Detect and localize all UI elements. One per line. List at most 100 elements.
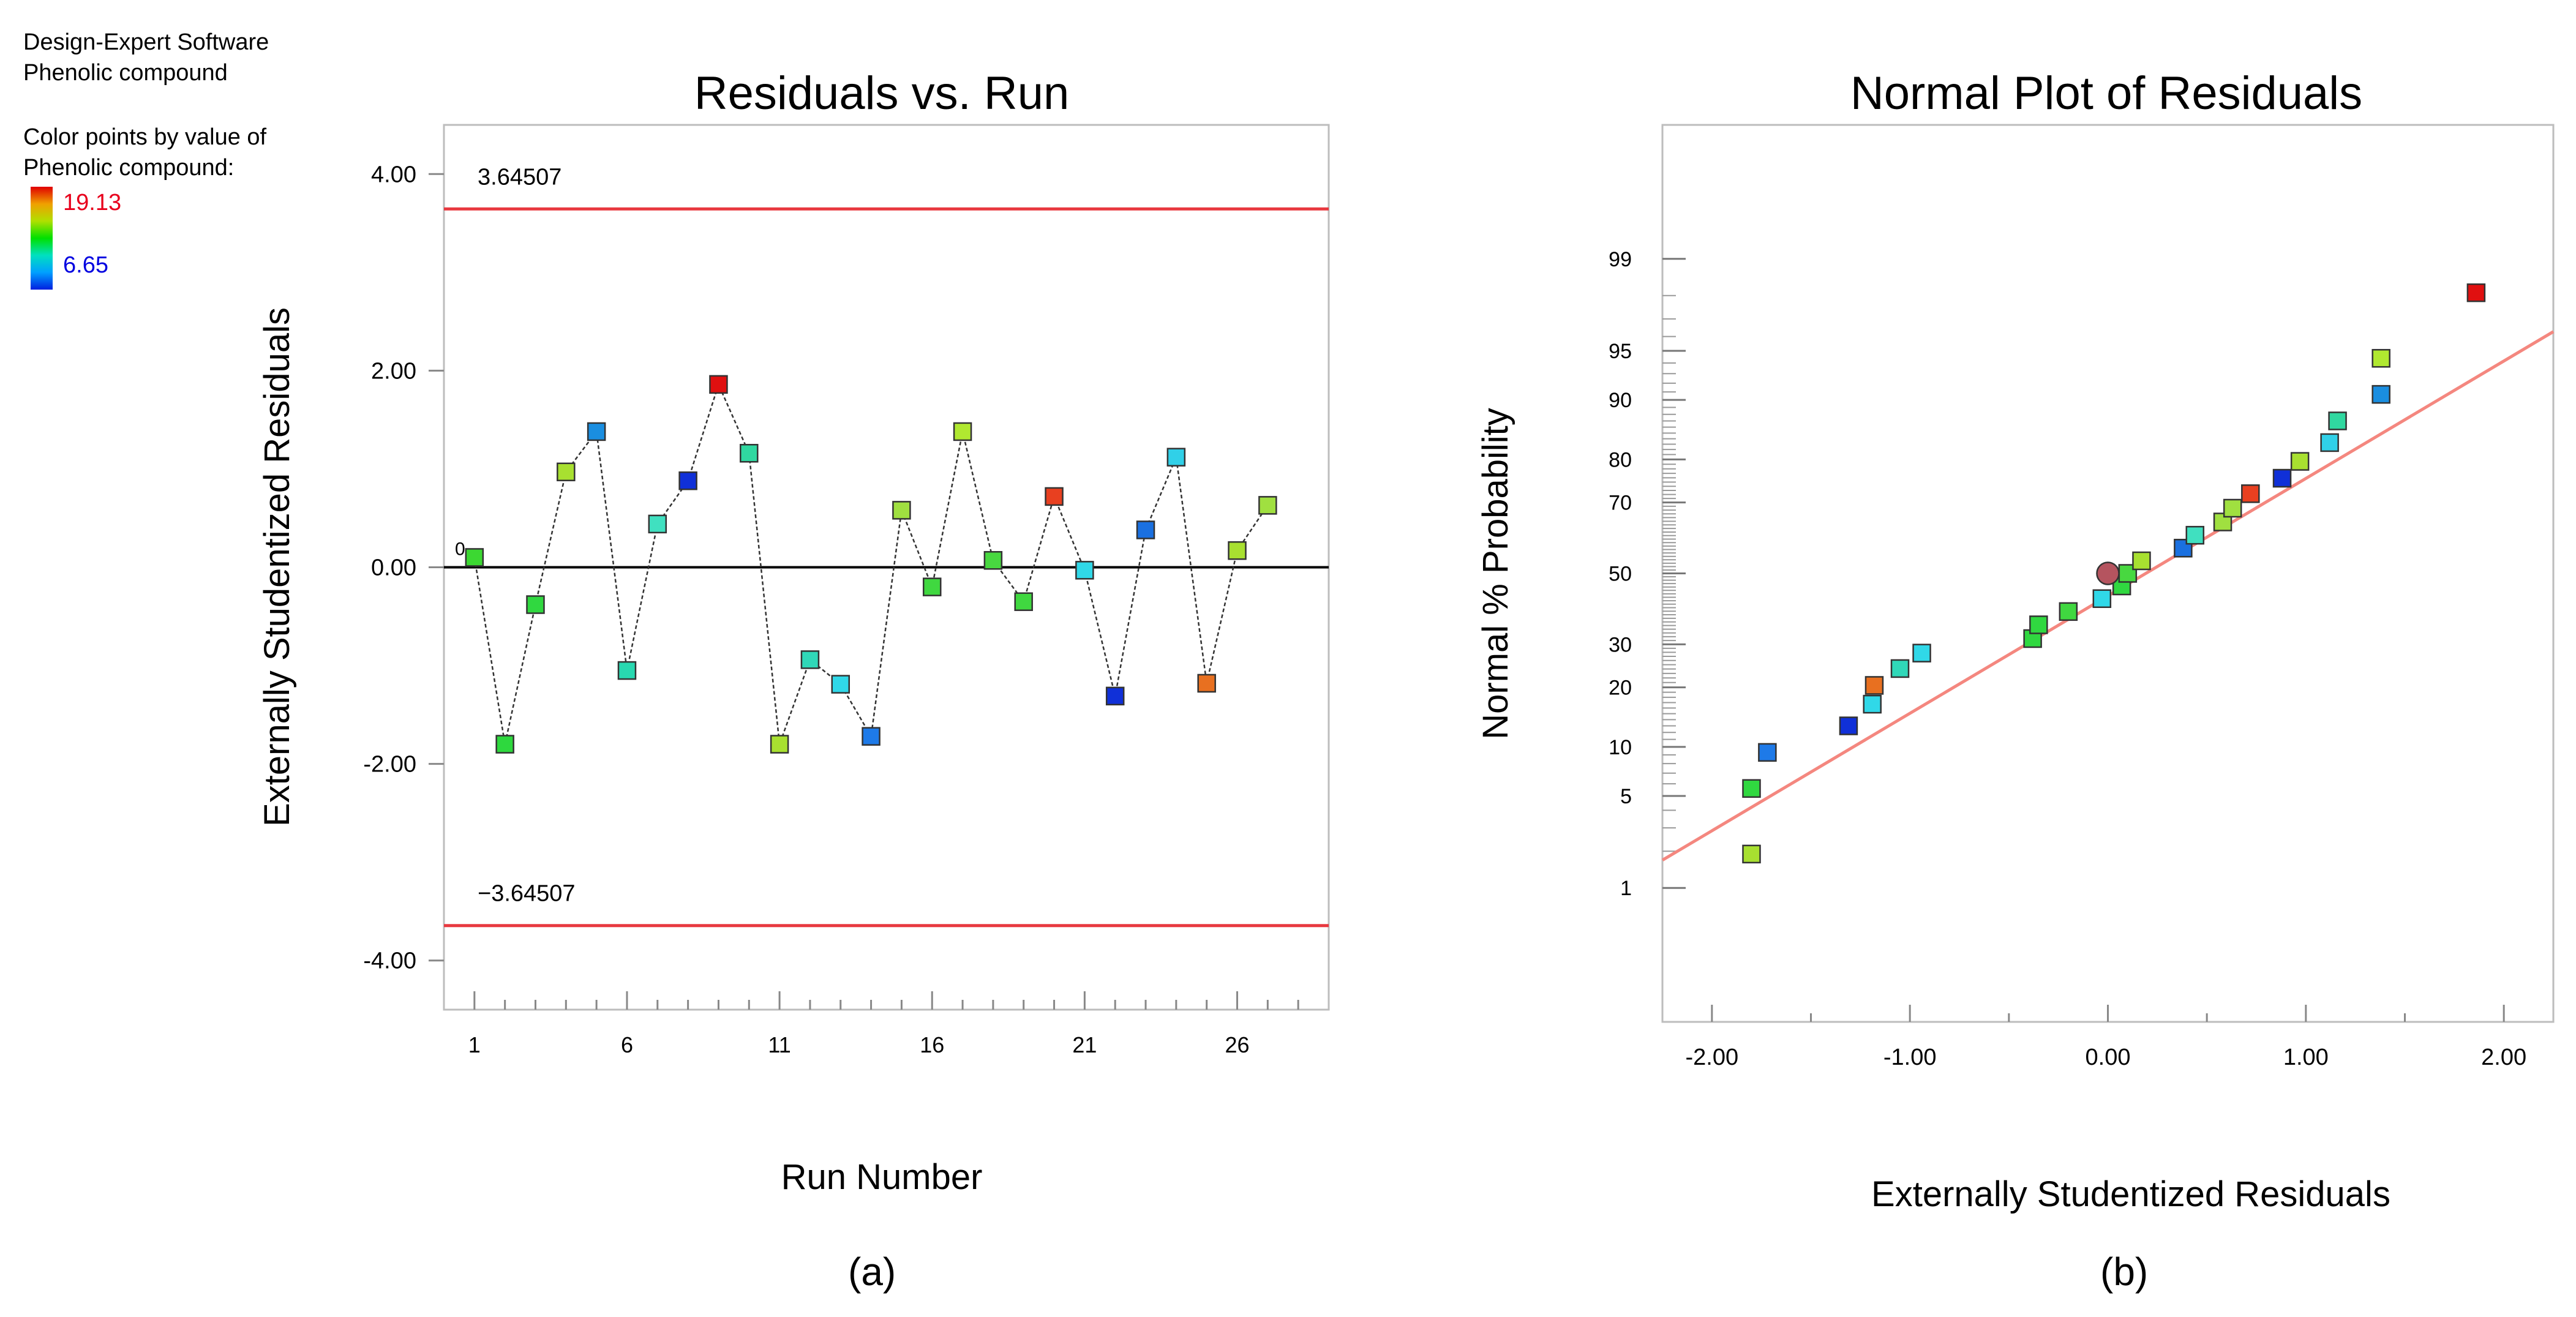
residual-point bbox=[1075, 561, 1094, 580]
normal-plot-point bbox=[2132, 551, 2151, 571]
color-caption-line1: Color points by value of bbox=[23, 124, 267, 150]
residual-point bbox=[892, 501, 911, 520]
y-tick-label: -4.00 bbox=[363, 948, 416, 974]
y-tick-label: 0.00 bbox=[371, 555, 416, 581]
residual-point bbox=[465, 548, 484, 567]
normal-plot-point bbox=[2466, 283, 2486, 302]
residual-point bbox=[709, 375, 728, 394]
normal-plot-point bbox=[2059, 602, 2078, 621]
residual-point bbox=[526, 595, 545, 614]
x-tick-label: -1.00 bbox=[1883, 1045, 1937, 1070]
x-tick-label: 1.00 bbox=[2283, 1045, 2329, 1070]
y-tick-label: 20 bbox=[1609, 677, 1632, 700]
residual-point bbox=[648, 514, 667, 534]
chart-a-reference-lines: 3.64507 −3.64507 0 bbox=[444, 164, 1329, 928]
y-tick-label: 80 bbox=[1609, 448, 1632, 471]
normal-plot-point bbox=[1742, 844, 1761, 864]
residual-point bbox=[770, 735, 789, 754]
color-caption-line2: Phenolic compound: bbox=[23, 155, 235, 181]
chart-b-x-axis-label: Externally Studentized Residuals bbox=[1871, 1174, 2390, 1214]
panel-b-label: (b) bbox=[2100, 1250, 2149, 1294]
normal-plot-point bbox=[1742, 779, 1761, 798]
chart-a-title: Residuals vs. Run bbox=[694, 67, 1070, 119]
y-tick-label: -2.00 bbox=[363, 752, 416, 778]
y-tick-label: 99 bbox=[1609, 248, 1632, 271]
normal-plot-point bbox=[2185, 525, 2205, 545]
legend-min-label: 6.65 bbox=[63, 252, 108, 278]
control-limit-label: 3.64507 bbox=[478, 164, 561, 190]
residual-point bbox=[922, 577, 942, 596]
y-tick-label: 4.00 bbox=[371, 162, 416, 187]
chart-b-axes: -2.00 -1.00 0.00 1.00 2.00 1 5 10 20 30 50 70 80 90 95… bbox=[1609, 248, 2526, 1070]
x-tick-label: 11 bbox=[768, 1032, 790, 1057]
normal-plot-chart: Normal Plot of Residuals -2.00 -1.00 0.00 1… bbox=[1476, 67, 2555, 1214]
normal-plot-point bbox=[1864, 676, 1884, 695]
normal-plot-point bbox=[2241, 484, 2260, 503]
residual-point bbox=[1166, 448, 1186, 467]
chart-a-points bbox=[465, 375, 1277, 754]
normal-plot-point bbox=[2371, 385, 2390, 404]
center-point bbox=[2096, 561, 2120, 585]
normal-plot-point bbox=[2371, 348, 2390, 368]
normal-plot-point bbox=[1863, 694, 1882, 714]
x-tick-label: 2.00 bbox=[2481, 1045, 2526, 1070]
y-tick-label: 10 bbox=[1609, 736, 1632, 759]
color-gradient-bar bbox=[31, 187, 53, 290]
chart-b-title: Normal Plot of Residuals bbox=[1850, 67, 2362, 119]
y-tick-label: 50 bbox=[1609, 563, 1632, 586]
x-tick-label: 26 bbox=[1225, 1032, 1249, 1057]
control-limit-label: −3.64507 bbox=[478, 881, 576, 907]
x-tick-label: 16 bbox=[920, 1032, 944, 1057]
residual-point bbox=[983, 551, 1003, 570]
y-tick-label: 30 bbox=[1609, 633, 1632, 656]
zero-line-label: 0 bbox=[455, 539, 465, 560]
residual-point bbox=[831, 675, 851, 694]
normal-plot-point bbox=[2092, 589, 2112, 608]
response-name: Phenolic compound bbox=[23, 60, 228, 86]
chart-a-axes: 1 6 11 16 21 26-4.00-2.000.002.004.00 bbox=[363, 162, 1299, 1057]
chart-a-x-axis-label: Run Number bbox=[781, 1157, 983, 1197]
residual-point bbox=[1105, 686, 1125, 706]
y-tick-label: 95 bbox=[1609, 340, 1632, 363]
panel-a-label: (a) bbox=[848, 1250, 896, 1294]
software-title: Design-Expert Software bbox=[23, 29, 269, 55]
normal-plot-point bbox=[2029, 615, 2048, 634]
residual-point bbox=[557, 462, 576, 482]
normal-plot-point bbox=[1839, 716, 1858, 735]
x-tick-label: 1 bbox=[468, 1032, 481, 1057]
chart-b-points bbox=[1742, 283, 2486, 864]
normal-plot-point bbox=[2223, 498, 2242, 518]
residual-point bbox=[1228, 541, 1247, 560]
residual-point bbox=[678, 471, 697, 490]
y-tick-label: 5 bbox=[1620, 785, 1632, 808]
y-tick-label: 90 bbox=[1609, 389, 1632, 412]
normal-plot-point bbox=[1890, 659, 1910, 678]
residuals-vs-run-chart: Residuals vs. Run 1 6 11 16 21 26-4.00-2.000.… bbox=[257, 67, 1330, 1197]
residual-point bbox=[1045, 487, 1064, 506]
legend-max-label: 19.13 bbox=[63, 190, 122, 216]
normal-plot-point bbox=[2320, 433, 2339, 452]
x-tick-label: 21 bbox=[1072, 1032, 1097, 1057]
normal-plot-point bbox=[1912, 643, 1931, 662]
residual-point bbox=[587, 422, 606, 441]
residual-point bbox=[1136, 520, 1155, 539]
residual-point bbox=[953, 422, 972, 441]
residual-point bbox=[800, 650, 820, 669]
residual-point bbox=[1197, 674, 1216, 693]
y-tick-label: 70 bbox=[1609, 492, 1632, 515]
residual-point bbox=[1258, 496, 1277, 515]
residual-point bbox=[862, 727, 881, 746]
x-tick-label: 0.00 bbox=[2086, 1045, 2131, 1070]
x-tick-label: -2.00 bbox=[1686, 1045, 1739, 1070]
residual-point bbox=[495, 735, 514, 754]
chart-a-y-axis-label: Externally Studentized Residuals bbox=[257, 307, 297, 827]
normal-plot-point bbox=[1758, 743, 1777, 762]
residual-point bbox=[617, 661, 637, 680]
x-tick-label: 6 bbox=[621, 1032, 633, 1057]
residual-point bbox=[740, 444, 759, 463]
normal-plot-point bbox=[2328, 411, 2347, 430]
chart-b-y-axis-label: Normal % Probability bbox=[1476, 408, 1515, 740]
normal-plot-point bbox=[2290, 452, 2310, 471]
normal-plot-point bbox=[2272, 468, 2292, 488]
